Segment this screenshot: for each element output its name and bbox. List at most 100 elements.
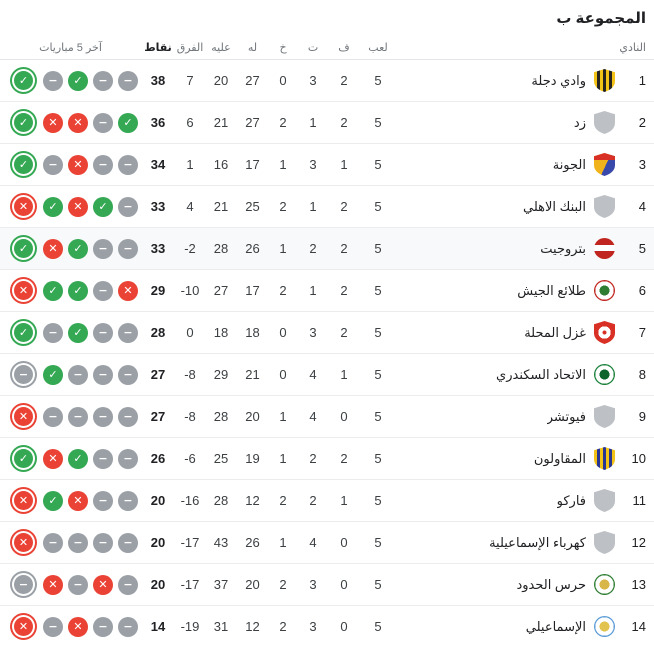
loss-result-icon: ✕ [14,491,33,510]
lost-value: 2 [279,199,287,214]
loss-result-icon: ✕ [68,196,88,217]
team-logo-icon [594,531,615,554]
lost-value: 2 [279,115,287,130]
team-name[interactable]: فيوتشر [546,408,586,424]
draw-value: 4 [309,409,317,424]
goals-against-value: 27 [213,283,229,298]
team-logo-icon [594,489,615,512]
table-row[interactable]: 13 حرس الحدود 5 0 3 2 20 37 -17 20 − ✕ − ✕ − [0,564,654,606]
team-name[interactable]: طلائع الجيش [517,282,586,298]
team-name[interactable]: الإسماعيلي [525,618,586,634]
draw-result-icon: − [43,532,63,553]
rank-number: 2 [638,115,646,130]
team-name[interactable]: المقاولون [533,450,586,466]
team-name[interactable]: الجونة [552,156,586,172]
goals-for-value: 25 [245,199,260,214]
table-row[interactable]: 2 زد 5 2 1 2 27 21 6 36 ✓ ✕ ✕ − ✓ [0,102,654,144]
rank-number: 4 [638,199,646,214]
table-row[interactable]: 11 فاركو 5 1 2 2 12 28 -16 20 ✕ ✓ ✕ − − [0,480,654,522]
team-name[interactable]: بتروجيت [540,240,586,256]
table-row[interactable]: 9 فيوتشر 5 0 4 1 20 28 -8 27 ✕ − − − − [0,396,654,438]
table-row[interactable]: 10 المقاولون 5 2 2 1 19 25 -6 26 ✓ ✕ ✓ − − [0,438,654,480]
draw-result-icon: − [118,364,138,385]
team-cell[interactable]: 9 فيوتشر [396,405,654,428]
draw-result-icon: − [93,112,113,133]
team-cell[interactable]: 5 بتروجيت [396,238,654,259]
team-cell[interactable]: 6 طلائع الجيش [396,280,654,301]
won-value: 2 [340,451,348,466]
goals-for-value: 26 [245,535,260,550]
goals-for-value: 20 [245,577,260,592]
team-name[interactable]: زد [573,114,586,130]
loss-result-icon: ✕ [43,238,63,259]
team-name[interactable]: كهرباء الإسماعيلية [489,534,586,550]
rank-number: 1 [638,73,646,88]
points-value: 20 [150,535,166,550]
team-name[interactable]: الاتحاد السكندري [496,366,586,382]
team-cell[interactable]: 8 الاتحاد السكندري [396,364,654,385]
win-result-icon: ✓ [43,490,63,511]
loss-result-icon: ✕ [118,280,138,301]
rank-number: 9 [638,409,646,424]
goals-against-value: 20 [213,73,229,88]
team-cell[interactable]: 13 حرس الحدود [396,574,654,595]
lost-value: 0 [279,73,287,88]
table-row[interactable]: 3 الجونة 5 1 3 1 17 16 1 34 ✓ − ✕ − − [0,144,654,186]
team-cell[interactable]: 7 غزل المحلة [396,321,654,344]
draw-value: 2 [309,241,317,256]
team-cell[interactable]: 10 المقاولون [396,447,654,470]
loss-result-icon: ✕ [68,154,88,175]
won-value: 1 [340,367,348,382]
lost-value: 1 [279,451,287,466]
win-result-icon: ✓ [14,113,33,132]
goal-diff-value: 6 [186,115,194,130]
goal-diff-value: 1 [186,157,194,172]
table-row[interactable]: 8 الاتحاد السكندري 5 1 4 0 21 29 -8 27 −… [0,354,654,396]
won-value: 2 [340,199,348,214]
team-cell[interactable]: 2 زد [396,111,654,134]
team-name[interactable]: وادي دجلة [531,72,586,88]
header-points: نقاط [144,41,172,54]
goals-against-value: 37 [213,577,229,592]
draw-value: 3 [309,73,317,88]
goals-for-value: 21 [245,367,260,382]
team-name[interactable]: البنك الاهلي [522,198,586,214]
team-cell[interactable]: 1 وادي دجلة [396,69,654,92]
team-logo-icon [594,280,615,301]
points-value: 38 [150,73,166,88]
table-row[interactable]: 12 كهرباء الإسماعيلية 5 0 4 1 26 43 -17 … [0,522,654,564]
team-name[interactable]: حرس الحدود [516,576,586,592]
table-row[interactable]: 1 وادي دجلة 5 2 3 0 27 20 7 38 ✓ − ✓ − − [0,60,654,102]
team-logo-icon [594,111,615,134]
goal-diff-value: -17 [180,577,200,592]
team-cell[interactable]: 3 الجونة [396,153,654,176]
points-value: 20 [150,493,166,508]
table-row[interactable]: 6 طلائع الجيش 5 2 1 2 17 27 -10 29 ✕ ✓ ✓ − ✕ [0,270,654,312]
rank-number: 12 [631,535,646,550]
played-value: 5 [374,493,382,508]
team-name[interactable]: غزل المحلة [524,324,586,340]
team-cell[interactable]: 4 البنك الاهلي [396,195,654,218]
points-value: 26 [150,451,166,466]
goals-against-value: 43 [213,535,229,550]
goal-diff-value: -19 [180,619,200,634]
draw-result-icon: − [93,70,113,91]
win-result-icon: ✓ [68,70,88,91]
table-row[interactable]: 4 البنك الاهلي 5 2 1 2 25 21 4 33 ✕ ✓ ✕ ✓ − [0,186,654,228]
team-name[interactable]: فاركو [556,492,586,508]
team-cell[interactable]: 12 كهرباء الإسماعيلية [396,531,654,554]
table-row[interactable]: 7 غزل المحلة 5 2 3 0 18 18 0 28 ✓ − ✓ − − [0,312,654,354]
points-value: 14 [150,619,166,634]
draw-value: 3 [309,619,317,634]
draw-result-icon: − [43,70,63,91]
table-row[interactable]: 14 الإسماعيلي 5 0 3 2 12 31 -19 14 ✕ − ✕ − − [0,606,654,647]
draw-value: 1 [309,199,317,214]
lost-value: 1 [279,535,287,550]
played-value: 5 [374,619,382,634]
lost-value: 1 [279,241,287,256]
win-result-icon: ✓ [14,449,33,468]
team-cell[interactable]: 11 فاركو [396,489,654,512]
played-value: 5 [374,157,382,172]
team-cell[interactable]: 14 الإسماعيلي [396,616,654,637]
table-row[interactable]: 5 بتروجيت 5 2 2 1 26 28 -2 33 ✓ ✕ ✓ − − [0,228,654,270]
